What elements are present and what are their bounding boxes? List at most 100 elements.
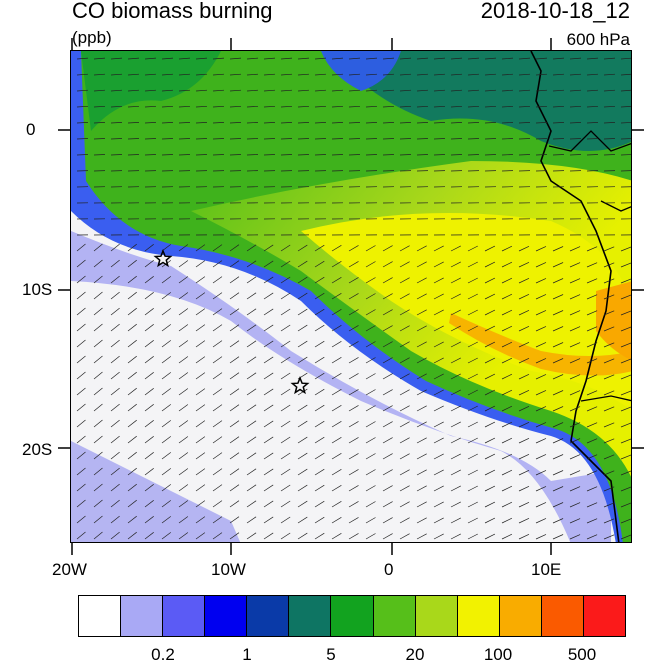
wind-barb bbox=[76, 435, 86, 444]
wind-barb bbox=[76, 154, 89, 156]
wind-barb bbox=[620, 390, 631, 396]
wind-barb bbox=[399, 501, 410, 508]
wind-barb bbox=[229, 388, 240, 396]
wind-barb bbox=[535, 470, 547, 476]
wind-barb bbox=[416, 325, 427, 332]
wind-barb bbox=[382, 405, 393, 412]
wind-barb bbox=[484, 73, 497, 76]
wind-barb bbox=[178, 276, 189, 284]
wind-barb bbox=[297, 484, 308, 492]
wind-barb bbox=[263, 468, 274, 476]
wind-barb bbox=[212, 292, 223, 300]
wind-barb bbox=[314, 122, 327, 124]
wind-barb bbox=[229, 420, 240, 428]
wind-barb bbox=[433, 357, 444, 364]
wind-barb bbox=[229, 500, 240, 508]
wind-barb bbox=[586, 502, 598, 508]
wind-barb bbox=[484, 154, 497, 156]
wind-barb bbox=[229, 276, 240, 284]
wind-barb bbox=[518, 405, 530, 412]
wind-barb bbox=[501, 325, 513, 332]
wind-barb bbox=[178, 324, 189, 332]
wind-barb bbox=[195, 516, 206, 524]
co-patch-blue-north bbox=[321, 51, 401, 91]
wind-barb bbox=[144, 484, 154, 492]
wind-barb bbox=[246, 292, 257, 300]
wind-barb bbox=[501, 453, 513, 460]
wind-barb bbox=[212, 340, 223, 348]
wind-barb bbox=[263, 73, 276, 76]
wind-barb bbox=[297, 73, 310, 76]
wind-barb bbox=[586, 406, 598, 412]
wind-barb bbox=[195, 89, 208, 92]
wind-barb bbox=[603, 138, 616, 140]
wind-barb bbox=[263, 276, 274, 284]
wind-barb bbox=[433, 437, 444, 444]
wind-barb bbox=[331, 325, 342, 332]
wind-barb bbox=[263, 436, 274, 444]
wind-barb bbox=[195, 532, 206, 540]
wind-barb bbox=[552, 278, 564, 284]
wind-barb bbox=[518, 437, 530, 444]
wind-barb bbox=[280, 154, 293, 156]
wind-barb bbox=[484, 517, 496, 524]
wind-barb bbox=[586, 326, 598, 332]
wind-barb bbox=[314, 420, 325, 428]
wind-barb bbox=[416, 453, 427, 460]
wind-barb bbox=[433, 485, 444, 492]
wind-barb bbox=[399, 309, 410, 316]
wind-barb bbox=[144, 372, 154, 380]
wind-barb bbox=[603, 518, 615, 524]
wind-barb bbox=[280, 89, 293, 92]
wind-barb bbox=[586, 454, 598, 460]
wind-barb bbox=[467, 517, 478, 524]
wind-barb bbox=[93, 451, 103, 460]
wind-barb bbox=[348, 437, 359, 444]
wind-barb bbox=[586, 390, 598, 396]
wind-barb bbox=[552, 374, 564, 380]
wind-barb bbox=[365, 138, 378, 140]
wind-barb bbox=[212, 105, 225, 108]
wind-barb bbox=[569, 262, 581, 268]
wind-barb bbox=[467, 325, 478, 332]
wind-barb bbox=[229, 468, 240, 476]
wind-barb bbox=[365, 277, 376, 284]
wind-barb bbox=[93, 339, 103, 348]
wind-barb bbox=[399, 325, 410, 332]
wind-barb bbox=[501, 357, 513, 364]
wind-barb bbox=[586, 138, 599, 140]
country-border-south bbox=[580, 395, 631, 402]
wind-barb bbox=[433, 373, 444, 380]
wind-barb bbox=[161, 420, 172, 428]
wind-barb bbox=[450, 277, 461, 284]
wind-barb bbox=[93, 73, 106, 76]
wind-barb bbox=[314, 57, 327, 60]
wind-barb bbox=[348, 277, 359, 284]
wind-barb bbox=[484, 533, 496, 540]
wind-barb bbox=[229, 452, 240, 460]
wind-barb bbox=[229, 292, 240, 300]
wind-barb bbox=[399, 73, 412, 76]
wind-barb bbox=[569, 422, 581, 428]
wind-barb bbox=[212, 516, 223, 524]
wind-barb bbox=[348, 89, 361, 92]
wind-barb bbox=[229, 340, 240, 348]
wind-barb bbox=[501, 89, 514, 92]
wind-barb bbox=[212, 138, 225, 140]
wind-barb bbox=[450, 138, 463, 140]
wind-barb bbox=[603, 294, 615, 300]
colorbar-label: 0.2 bbox=[151, 645, 175, 664]
wind-barb bbox=[467, 341, 478, 348]
wind-barb bbox=[586, 358, 598, 364]
coastline bbox=[530, 51, 620, 542]
wind-barb bbox=[127, 105, 140, 108]
wind-barb bbox=[297, 420, 308, 428]
wind-barb bbox=[331, 122, 344, 124]
wind-barb bbox=[229, 324, 240, 332]
wind-barb bbox=[76, 515, 86, 524]
wind-barb bbox=[280, 468, 291, 476]
wind-barb bbox=[263, 122, 276, 124]
wind-barb bbox=[195, 436, 206, 444]
wind-barb bbox=[552, 470, 564, 476]
wind-barb bbox=[382, 501, 393, 508]
